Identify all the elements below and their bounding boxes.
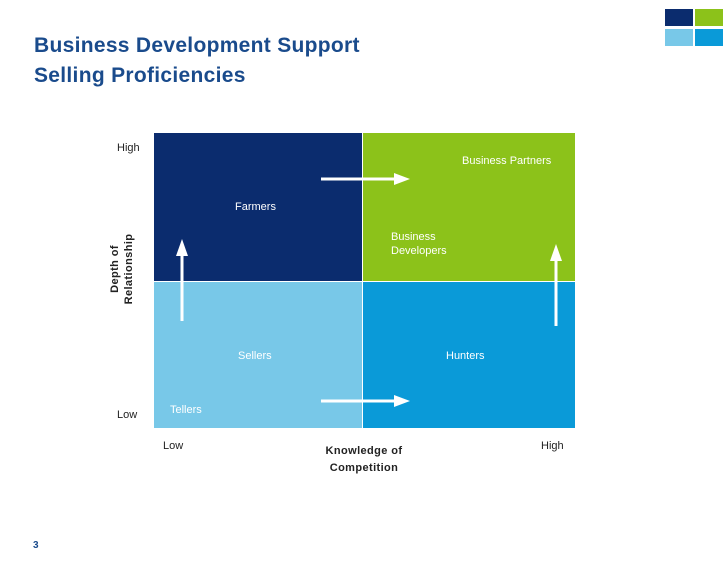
x-axis-title: Knowledge of Competition [304, 443, 424, 477]
logo-square-lightblue [665, 29, 693, 46]
page-number: 3 [33, 540, 39, 551]
x-axis-high-label: High [541, 440, 564, 452]
label-business-developers-line1: Business [391, 231, 436, 243]
label-hunters: Hunters [446, 350, 485, 362]
arrow-up-right [550, 244, 562, 326]
logo-square-lime [695, 9, 723, 26]
y-axis-title-line2: Relationship [123, 233, 135, 305]
label-business-developers-line2: Developers [391, 245, 447, 257]
label-tellers: Tellers [170, 404, 202, 416]
quadrant-business-partners [363, 133, 575, 281]
y-axis-title-line1: Depth of [109, 245, 121, 293]
page-title-line-2: Selling Proficiencies [34, 64, 246, 87]
label-sellers: Sellers [238, 350, 272, 362]
logo-square-blue [695, 29, 723, 46]
y-axis-title: Depth of Relationship [108, 209, 136, 329]
label-business-partners: Business Partners [462, 155, 552, 167]
y-axis-high-label: High [117, 142, 140, 154]
arrow-right-top [321, 173, 410, 185]
x-axis-low-label: Low [163, 440, 184, 452]
x-axis-title-line1: Knowledge of [325, 445, 403, 457]
page-title-line-1: Business Development Support [34, 34, 360, 57]
label-farmers: Farmers [235, 201, 276, 213]
y-axis-low-label: Low [117, 409, 138, 421]
x-axis-title-line2: Competition [329, 462, 399, 474]
arrow-up-left [176, 239, 188, 321]
logo-square-navy [665, 9, 693, 26]
quadrant-sellers [154, 282, 362, 428]
quadrant-farmers [154, 133, 362, 281]
arrow-right-bottom [321, 395, 410, 407]
